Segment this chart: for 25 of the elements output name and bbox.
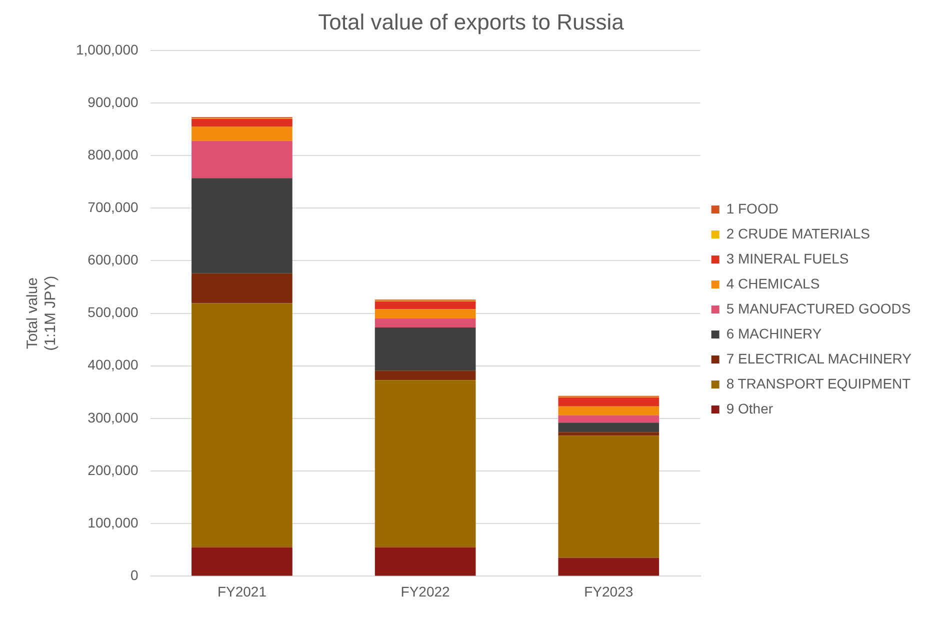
legend-label: 2 CRUDE MATERIALS <box>726 225 870 242</box>
chart-title: Total value of exports to Russia <box>318 9 625 34</box>
y-tick-label: 300,000 <box>88 409 138 426</box>
legend-label: 5 MANUFACTURED GOODS <box>726 300 911 316</box>
y-tick-label: 900,000 <box>88 94 138 110</box>
x-tick-label: FY2021 <box>217 583 267 600</box>
legend-label: 6 MACHINERY <box>726 325 822 342</box>
y-tick-label: 200,000 <box>88 462 138 478</box>
y-tick-label: 400,000 <box>88 356 138 373</box>
y-tick-label: 700,000 <box>88 199 138 215</box>
legend-label: 1 FOOD <box>726 200 778 216</box>
legend-label: 7 ELECTRICAL MACHINERY <box>726 350 912 366</box>
y-axis-title: Total value (1:1M JPY) <box>24 276 60 351</box>
legend-label: 8 TRANSPORT EQUIPMENT <box>726 375 912 392</box>
y-tick-label: 0 <box>130 567 138 584</box>
y-tick-label: 100,000 <box>88 514 138 530</box>
legend-label: 9 Other <box>726 400 774 416</box>
x-tick-label: FY2023 <box>584 583 634 600</box>
y-tick-label: 600,000 <box>88 252 138 268</box>
y-tick-label: 500,000 <box>88 304 138 320</box>
y-tick-label: 800,000 <box>88 146 138 162</box>
legend-label: 3 MINERAL FUELS <box>726 250 849 266</box>
x-tick-label: FY2022 <box>400 583 450 600</box>
legend-label: 4 CHEMICALS <box>726 275 820 292</box>
y-tick-label: 1,000,000 <box>76 41 138 58</box>
